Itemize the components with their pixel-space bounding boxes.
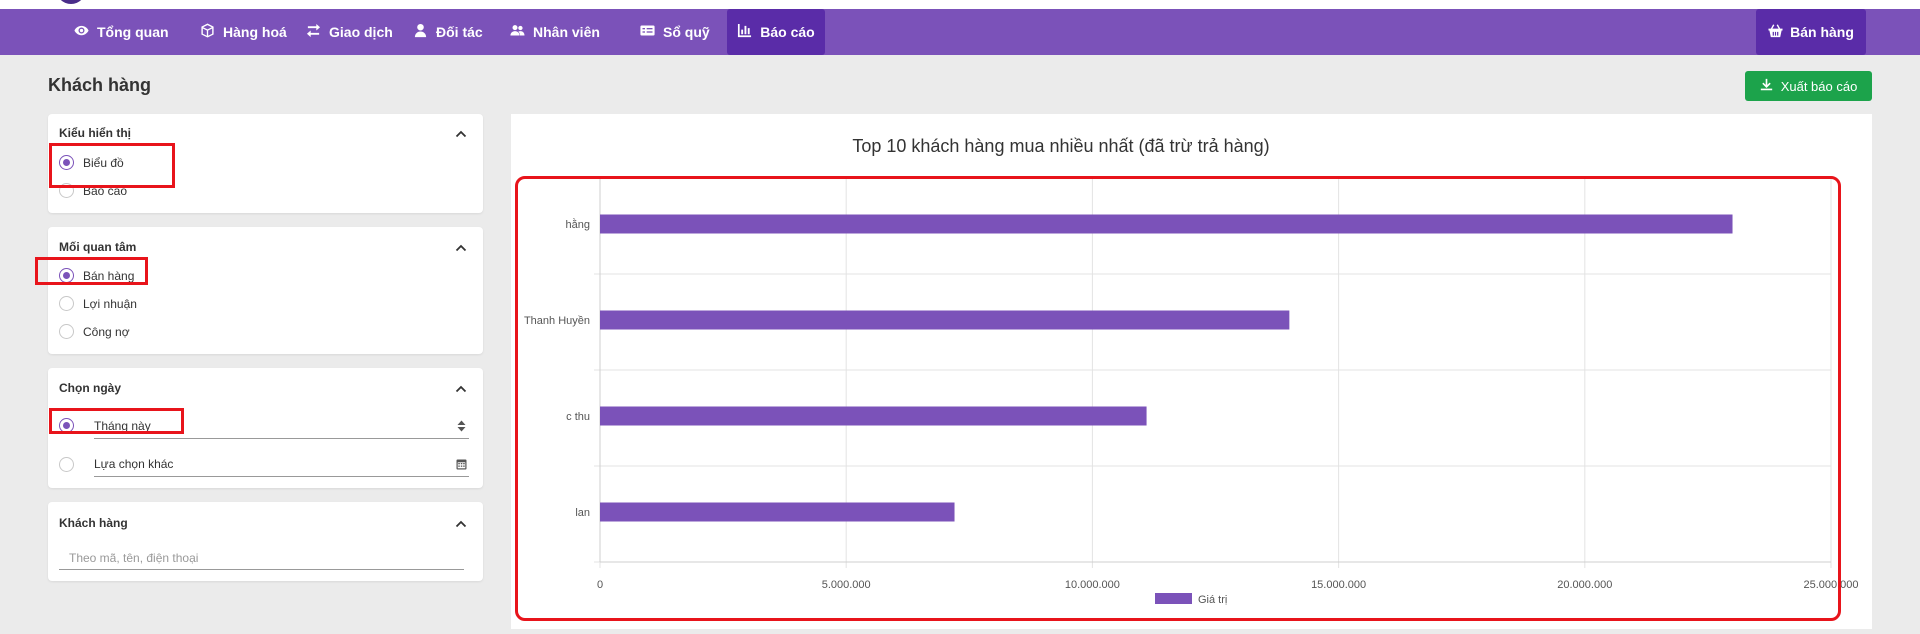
option-sales[interactable]: Bán hàng: [59, 268, 134, 283]
top-header-strip: [0, 0, 1920, 9]
field-underline: [94, 476, 469, 477]
option-label: Công nợ: [83, 324, 130, 339]
chevron-up-icon[interactable]: [455, 127, 467, 139]
sort-icon[interactable]: [456, 419, 467, 432]
main-navbar: Tổng quan Hàng hoá Giao dịch Đối tác Nhâ…: [0, 9, 1920, 55]
export-label: Xuất báo cáo: [1780, 78, 1858, 94]
page-title: Khách hàng: [48, 75, 152, 95]
radio-button[interactable]: [59, 324, 74, 339]
bar-chart-icon: [737, 23, 752, 41]
x-tick-label: 0: [597, 579, 603, 591]
user-icon: [413, 23, 428, 41]
bar: [600, 406, 1147, 426]
nav-item-transactions[interactable]: Giao dịch: [298, 9, 401, 55]
nav-item-label: Nhân viên: [533, 24, 600, 40]
bar: [600, 502, 955, 522]
eye-icon: [74, 23, 89, 41]
panel-title: Khách hàng: [59, 516, 128, 530]
users-icon: [510, 23, 525, 41]
nav-item-products[interactable]: Hàng hoá: [192, 9, 295, 55]
nav-item-label: Tổng quan: [97, 24, 169, 40]
display-type-panel: Kiểu hiển thị Biểu đồ Báo cáo: [48, 114, 483, 213]
panel-title: Kiểu hiển thị: [59, 126, 131, 140]
download-icon: [1760, 78, 1773, 94]
nav-item-label: Hàng hoá: [223, 24, 287, 40]
radio-button[interactable]: [59, 183, 74, 198]
nav-item-overview[interactable]: Tổng quan: [66, 9, 177, 55]
chart-title: Top 10 khách hàng mua nhiều nhất (đã trừ…: [852, 136, 1270, 156]
select-underline: [94, 438, 469, 439]
bar: [600, 310, 1290, 330]
x-tick-label: 5.000.000: [822, 579, 871, 591]
nav-item-cashbook[interactable]: Sổ quỹ: [632, 9, 718, 55]
category-label: lan: [575, 507, 590, 519]
chart-highlight-box: [515, 176, 1841, 621]
option-label: Bán hàng: [83, 268, 135, 283]
basket-icon: [1768, 23, 1783, 41]
calendar-icon[interactable]: [456, 457, 467, 470]
option-report[interactable]: Báo cáo: [59, 183, 127, 198]
x-tick-label: 10.000.000: [1065, 579, 1120, 591]
cube-icon: [200, 23, 215, 41]
logo[interactable]: [56, 0, 86, 4]
option-profit[interactable]: Lợi nhuận: [59, 296, 137, 311]
date-preset-select[interactable]: Tháng này: [94, 419, 151, 433]
chevron-up-icon[interactable]: [455, 241, 467, 253]
chart-card: Top 10 khách hàng mua nhiều nhất (đã trừ…: [511, 114, 1872, 629]
option-label: Báo cáo: [83, 183, 128, 198]
radio-button[interactable]: [59, 268, 74, 283]
sell-button[interactable]: Bán hàng: [1756, 9, 1866, 55]
panel-title: Chọn ngày: [59, 381, 121, 395]
option-debt[interactable]: Công nợ: [59, 324, 130, 339]
option-label: Lợi nhuận: [83, 296, 137, 311]
chevron-up-icon[interactable]: [455, 517, 467, 529]
x-tick-label: 25.000.000: [1803, 579, 1858, 591]
nav-item-label: Sổ quỹ: [663, 24, 710, 40]
exchange-icon: [306, 23, 321, 41]
nav-item-label: Báo cáo: [760, 24, 815, 40]
bar: [600, 214, 1733, 234]
category-label: c thu: [566, 411, 590, 423]
nav-item-label: Giao dịch: [329, 24, 393, 40]
radio-button[interactable]: [59, 457, 74, 472]
sell-label: Bán hàng: [1790, 24, 1854, 40]
radio-button[interactable]: [59, 296, 74, 311]
date-panel: Chọn ngày Tháng này Lựa chọn khác: [48, 368, 483, 488]
legend-label: Giá trị: [1198, 594, 1227, 606]
x-tick-label: 20.000.000: [1557, 579, 1612, 591]
export-report-button[interactable]: Xuất báo cáo: [1745, 71, 1872, 101]
legend-swatch: [1155, 593, 1192, 604]
panel-title: Mối quan tâm: [59, 240, 137, 254]
concern-panel: Mối quan tâm Bán hàng Lợi nhuận Công nợ: [35, 227, 483, 354]
radio-button[interactable]: [59, 155, 74, 170]
option-this-month-radio[interactable]: [59, 418, 74, 433]
x-tick-label: 15.000.000: [1311, 579, 1366, 591]
option-custom-date-radio[interactable]: [59, 457, 74, 472]
option-chart[interactable]: Biểu đồ: [59, 155, 124, 170]
customer-search-input[interactable]: [59, 546, 464, 570]
radio-button[interactable]: [59, 418, 74, 433]
customer-filter-panel: Khách hàng: [48, 502, 483, 581]
nav-item-partners[interactable]: Đối tác: [405, 9, 491, 55]
ledger-icon: [640, 23, 655, 41]
category-label: hằng: [566, 218, 590, 231]
chevron-up-icon[interactable]: [455, 382, 467, 394]
nav-item-label: Đối tác: [436, 24, 483, 40]
nav-item-staff[interactable]: Nhân viên: [502, 9, 608, 55]
category-label: Thanh Huyền: [524, 315, 590, 327]
custom-date-field[interactable]: Lựa chọn khác: [94, 457, 174, 471]
option-label: Biểu đồ: [83, 155, 124, 170]
nav-item-reports[interactable]: Báo cáo: [727, 9, 825, 55]
